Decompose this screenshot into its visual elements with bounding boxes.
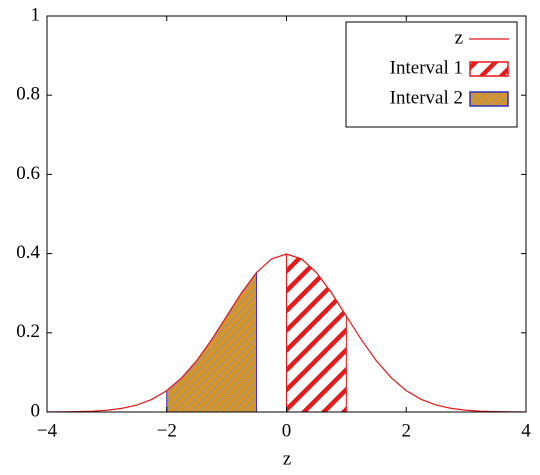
x-tick-label: −4 [37, 420, 58, 441]
interval-area [166, 271, 258, 413]
legend-label: Interval 1 [390, 57, 463, 78]
x-tick-label: 0 [282, 420, 292, 441]
legend-label: z [455, 27, 463, 48]
y-tick-label: 0.8 [16, 84, 40, 105]
legend-label: Interval 2 [390, 87, 463, 108]
legend-swatch [469, 61, 509, 77]
y-tick-label: 1 [31, 4, 41, 25]
x-axis-label: z [283, 448, 291, 469]
x-tick-label: 2 [402, 420, 412, 441]
y-tick-label: 0.2 [16, 321, 40, 342]
y-tick-label: 0.6 [16, 163, 40, 184]
x-tick-label: −2 [157, 420, 177, 441]
interval-area [286, 253, 347, 413]
curve [46, 253, 527, 413]
y-tick-label: 0.4 [16, 242, 40, 263]
x-tick-label: 4 [521, 420, 531, 441]
legend-swatch [469, 91, 509, 107]
y-tick-label: 0 [31, 400, 41, 421]
